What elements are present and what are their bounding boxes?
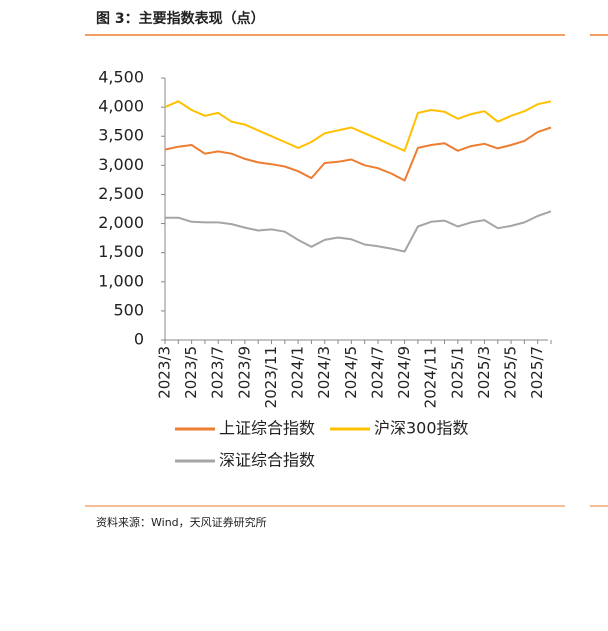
y-tick-label: 3,500 xyxy=(98,126,144,145)
series-line xyxy=(164,100,552,152)
y-tick-label: 500 xyxy=(113,300,144,319)
series-line xyxy=(165,210,552,253)
y-tick-label: 1,500 xyxy=(98,242,144,261)
y-tick-label: 1,000 xyxy=(98,271,144,290)
x-tick-label: 2023/5 xyxy=(182,346,200,399)
x-tick-label: 2023/7 xyxy=(209,346,227,399)
x-tick-label: 2024/1 xyxy=(289,346,307,399)
x-tick-label: 2025/7 xyxy=(528,346,546,399)
x-tick-label: 2025/5 xyxy=(502,346,520,399)
x-tick-label: 2023/9 xyxy=(235,346,253,399)
y-tick-label: 2,000 xyxy=(98,213,144,232)
x-tick-label: 2023/11 xyxy=(262,346,280,408)
legend-label: 上证综合指数 xyxy=(219,419,315,438)
y-tick-label: 3,000 xyxy=(98,155,144,174)
x-tick-label: 2024/3 xyxy=(315,346,333,399)
x-tick-label: 2025/1 xyxy=(448,346,466,399)
x-tick-label: 2025/3 xyxy=(475,346,493,399)
x-tick-label: 2024/9 xyxy=(395,346,413,399)
y-tick-label: 0 xyxy=(134,330,144,349)
figure-title: 图 3：主要指数表现（点） xyxy=(96,10,265,27)
x-tick-label: 2024/7 xyxy=(368,346,386,399)
x-tick-label: 2024/11 xyxy=(422,346,440,408)
legend-label: 深证综合指数 xyxy=(219,451,315,470)
legend-label: 沪深300指数 xyxy=(374,419,469,438)
x-tick-label: 2023/3 xyxy=(156,346,174,399)
source-note: 资料来源：Wind，天风证券研究所 xyxy=(96,515,267,529)
y-tick-label: 4,500 xyxy=(98,68,144,87)
series-line xyxy=(164,126,552,182)
y-tick-label: 4,000 xyxy=(98,97,144,116)
x-tick-label: 2024/5 xyxy=(342,346,360,399)
y-tick-label: 2,500 xyxy=(98,184,144,203)
